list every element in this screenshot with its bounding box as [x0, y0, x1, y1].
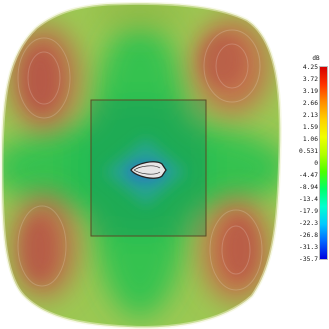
colorbar-tick-label: -22.3 — [299, 220, 318, 227]
colorbar-tick-label: -8.94 — [299, 184, 318, 191]
colorbar-tick-labels: 4.25 3.72 3.19 2.66 2.13 1.59 1.06 0.531 0 -4.47 -… — [287, 64, 318, 263]
colorbar-tick-label: -31.3 — [299, 244, 318, 251]
colorbar-gradient — [319, 66, 328, 260]
colorbar-tick-label: 4.25 — [302, 64, 318, 71]
colorbar-tick-label: 1.06 — [302, 136, 318, 143]
colorbar-tick-label: -4.47 — [299, 172, 318, 179]
colorbar-tick-label: 0.531 — [299, 148, 318, 155]
colorbar-tick-label: 2.13 — [302, 112, 318, 119]
colorbar-unit-label: dB — [312, 55, 320, 62]
colorbar-tick-label: 2.66 — [302, 100, 318, 107]
colorbar-tick-label: 0 — [314, 160, 318, 167]
colorbar-tick-label: 1.59 — [302, 124, 318, 131]
colorbar-tick-label: -26.8 — [299, 232, 318, 239]
radiation-pattern-3d-plot — [0, 1, 282, 329]
colorbar-tick-label: 3.19 — [302, 88, 318, 95]
colorbar-tick-label: -17.9 — [299, 208, 318, 215]
colorbar-tick-label: -13.4 — [299, 196, 318, 203]
colorbar-tick-label: -35.7 — [299, 256, 318, 263]
colorbar-tick-label: 3.72 — [302, 76, 318, 83]
antenna-model — [130, 161, 167, 179]
